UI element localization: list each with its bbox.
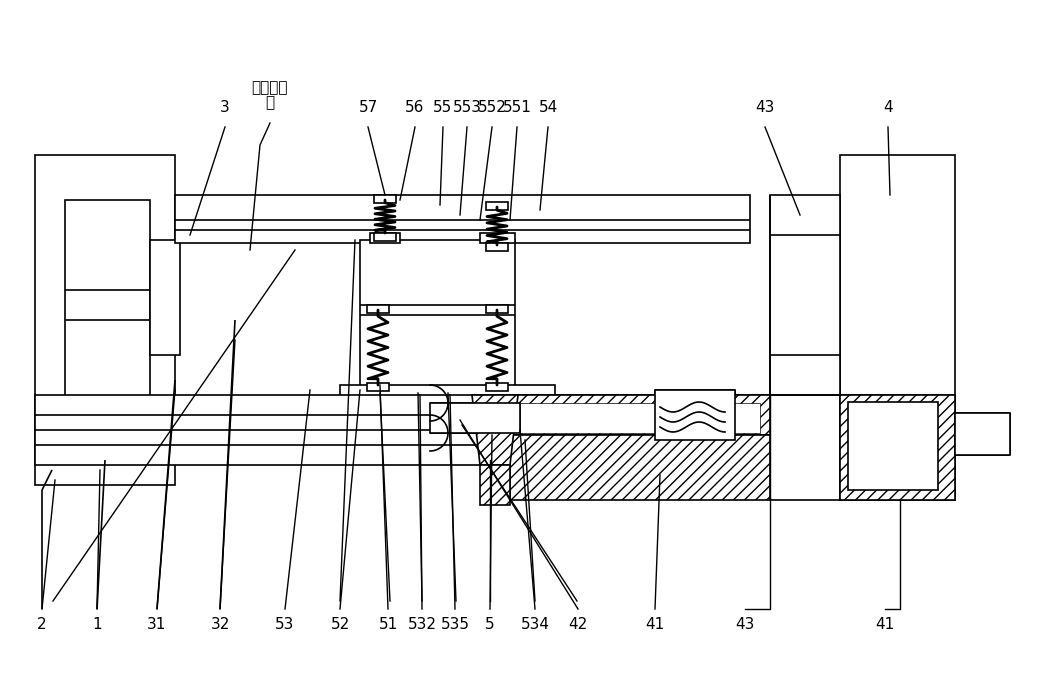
Text: 532: 532 — [407, 617, 437, 632]
Text: 件: 件 — [266, 95, 274, 110]
Bar — [770, 195, 840, 395]
Bar — [486, 202, 508, 210]
Text: 552: 552 — [478, 100, 506, 115]
Bar — [65, 200, 150, 440]
Text: 55: 55 — [434, 100, 453, 115]
Text: 534: 534 — [521, 617, 549, 632]
Bar — [510, 435, 770, 500]
Bar — [360, 240, 514, 395]
Bar — [655, 390, 735, 440]
Bar — [510, 435, 770, 475]
Text: 52: 52 — [331, 617, 350, 632]
Text: 41: 41 — [876, 617, 895, 632]
Text: 42: 42 — [568, 617, 588, 632]
Text: 53: 53 — [275, 617, 295, 632]
Text: 精密注塑: 精密注塑 — [252, 80, 289, 95]
Bar — [510, 395, 770, 435]
Text: 5: 5 — [485, 617, 495, 632]
Bar — [486, 243, 508, 251]
Bar — [150, 240, 180, 355]
Bar — [840, 155, 956, 500]
Bar — [35, 395, 745, 465]
Text: 4: 4 — [883, 100, 892, 115]
Text: 535: 535 — [441, 617, 469, 632]
Bar — [175, 195, 750, 243]
Bar — [480, 233, 514, 243]
Bar — [486, 383, 508, 391]
Bar — [840, 395, 956, 500]
Text: 553: 553 — [453, 100, 482, 115]
Bar — [374, 233, 396, 241]
Bar — [370, 233, 400, 243]
Text: 57: 57 — [358, 100, 378, 115]
Bar — [35, 155, 175, 485]
Text: 2: 2 — [37, 617, 47, 632]
Bar — [520, 403, 760, 433]
Text: 1: 1 — [92, 617, 102, 632]
Text: 43: 43 — [735, 617, 755, 632]
Bar — [956, 413, 1010, 455]
Text: 3: 3 — [220, 100, 230, 115]
Bar — [486, 305, 508, 313]
Text: 51: 51 — [378, 617, 398, 632]
Text: 56: 56 — [405, 100, 424, 115]
Bar — [368, 305, 388, 313]
Text: 32: 32 — [210, 617, 230, 632]
Text: 41: 41 — [646, 617, 665, 632]
Bar — [848, 402, 938, 490]
Text: 54: 54 — [539, 100, 558, 115]
Text: 43: 43 — [755, 100, 775, 115]
Bar — [368, 383, 388, 391]
Text: 551: 551 — [503, 100, 531, 115]
Bar — [340, 385, 555, 403]
Polygon shape — [472, 395, 518, 465]
Bar — [430, 403, 520, 433]
Bar — [480, 465, 510, 505]
Text: 31: 31 — [147, 617, 167, 632]
Bar — [374, 195, 396, 203]
